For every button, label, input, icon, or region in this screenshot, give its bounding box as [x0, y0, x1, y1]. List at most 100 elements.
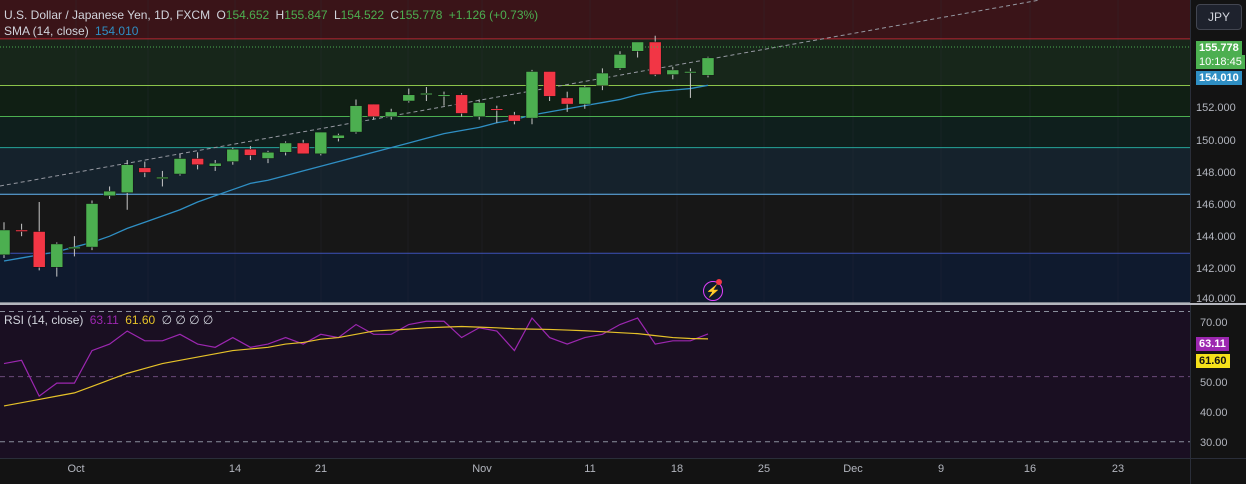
candle-body — [156, 176, 169, 179]
candle-body — [402, 94, 416, 102]
candle-body — [261, 152, 275, 159]
candle-body — [191, 158, 204, 165]
time-tick: 21 — [314, 463, 328, 475]
open-value: 154.652 — [225, 8, 270, 22]
candle-body — [349, 105, 363, 133]
time-tick: 9 — [937, 463, 945, 475]
candle-body — [208, 162, 222, 167]
currency-button[interactable]: JPY — [1196, 4, 1242, 30]
price-zone-band — [0, 38, 1190, 86]
time-tick: 16 — [1023, 463, 1037, 475]
close-value: 155.778 — [399, 8, 443, 22]
candle-body — [314, 131, 328, 155]
price-chart[interactable] — [0, 0, 1190, 303]
candle-body — [68, 246, 81, 249]
low-key: L — [333, 8, 341, 22]
candle-body — [50, 243, 64, 268]
candle-body — [244, 148, 257, 156]
candle-body — [420, 92, 433, 96]
time-tick: 18 — [670, 463, 684, 475]
price-tick: 142.000 — [1196, 263, 1236, 275]
price-tick: 146.000 — [1196, 199, 1236, 211]
candle-body — [543, 71, 556, 97]
candle-body — [648, 41, 662, 75]
time-tick: 23 — [1111, 463, 1125, 475]
candle-body — [525, 71, 539, 119]
pane-separator[interactable] — [0, 303, 1246, 305]
rsi-value: 63.11 — [89, 313, 119, 327]
rsi-tick: 30.00 — [1200, 437, 1228, 449]
candle-body — [578, 86, 592, 105]
rsi-pane[interactable]: RSI (14, close) 63.11 61.60 ∅ ∅ ∅ ∅ — [0, 305, 1190, 458]
rsi-axis[interactable] — [1190, 305, 1246, 458]
time-tick: 14 — [228, 463, 242, 475]
price-zone-band — [0, 147, 1190, 195]
candle-body — [279, 142, 292, 153]
price-zone-band — [0, 0, 1190, 39]
rsi-label: RSI (14, close) — [4, 313, 84, 327]
price-zone-band — [0, 253, 1190, 303]
candle-body — [684, 71, 697, 74]
open-key: O — [216, 8, 226, 22]
candle-body — [596, 72, 609, 86]
candle-body — [455, 94, 468, 114]
candle-body — [701, 57, 715, 76]
flash-icon[interactable]: ⚡ — [703, 281, 723, 301]
sma-value: 154.010 — [95, 24, 139, 38]
time-tick: 11 — [584, 463, 596, 475]
candle-body — [103, 190, 116, 197]
rsi-ma-value: 61.60 — [125, 313, 156, 327]
price-zone-band — [0, 116, 1190, 148]
high-key: H — [275, 8, 285, 22]
candle-body — [472, 102, 486, 117]
rsi-ma-line — [3, 325, 709, 407]
candle-body — [173, 158, 187, 175]
rsi-line — [3, 316, 709, 398]
price-zone-band — [0, 194, 1190, 254]
price-tick: 148.000 — [1196, 167, 1236, 179]
axis-corner — [1190, 458, 1246, 484]
price-tick: 150.000 — [1196, 135, 1236, 147]
candle-body — [666, 69, 680, 75]
rsi-placeholders: ∅ ∅ ∅ ∅ — [161, 313, 214, 327]
time-tick: Dec — [843, 463, 863, 475]
candle-body — [0, 229, 11, 256]
candle-body — [332, 134, 345, 139]
candle-body — [384, 111, 398, 117]
time-tick: Nov — [472, 463, 492, 475]
price-tick: 144.000 — [1196, 231, 1236, 243]
candle-body — [367, 103, 380, 117]
candle-body — [226, 148, 240, 162]
candle-body — [437, 94, 451, 97]
candle-body — [138, 167, 152, 173]
rsi-value-tag: 63.11 — [1196, 337, 1229, 351]
high-value: 155.847 — [284, 8, 328, 22]
time-tick: 25 — [757, 463, 771, 475]
price-tick: 140.000 — [1196, 293, 1236, 305]
rsi-chart[interactable] — [0, 305, 1190, 458]
candle-body — [296, 142, 310, 155]
candle-body — [613, 54, 627, 69]
candle-body — [15, 229, 28, 232]
rsi-tick: 50.00 — [1200, 377, 1228, 389]
notification-dot — [716, 279, 722, 285]
candle-body — [490, 108, 504, 111]
candle-body — [120, 164, 134, 193]
price-zone-band — [0, 85, 1190, 117]
trend-line — [0, 0, 1041, 187]
time-axis[interactable] — [0, 458, 1190, 484]
price-tick: 152.000 — [1196, 102, 1236, 114]
price-chart-pane[interactable]: U.S. Dollar / Japanese Yen, 1D, FXCM O15… — [0, 0, 1190, 303]
sma-legend[interactable]: SMA (14, close) 154.010 — [4, 24, 141, 38]
countdown-tag: 10:18:45 — [1196, 55, 1245, 69]
candle-body — [85, 203, 99, 248]
rsi-ma-value-tag: 61.60 — [1196, 354, 1230, 368]
symbol-title: U.S. Dollar / Japanese Yen, 1D, FXCM — [4, 8, 211, 22]
low-value: 154.522 — [340, 8, 385, 22]
last-price-tag: 155.778 — [1196, 41, 1242, 55]
candle-body — [560, 97, 574, 105]
sma-label: SMA (14, close) — [4, 24, 89, 38]
rsi-legend[interactable]: RSI (14, close) 63.11 61.60 ∅ ∅ ∅ ∅ — [4, 313, 216, 327]
candle-body — [508, 114, 521, 122]
sma-price-tag: 154.010 — [1196, 71, 1242, 85]
